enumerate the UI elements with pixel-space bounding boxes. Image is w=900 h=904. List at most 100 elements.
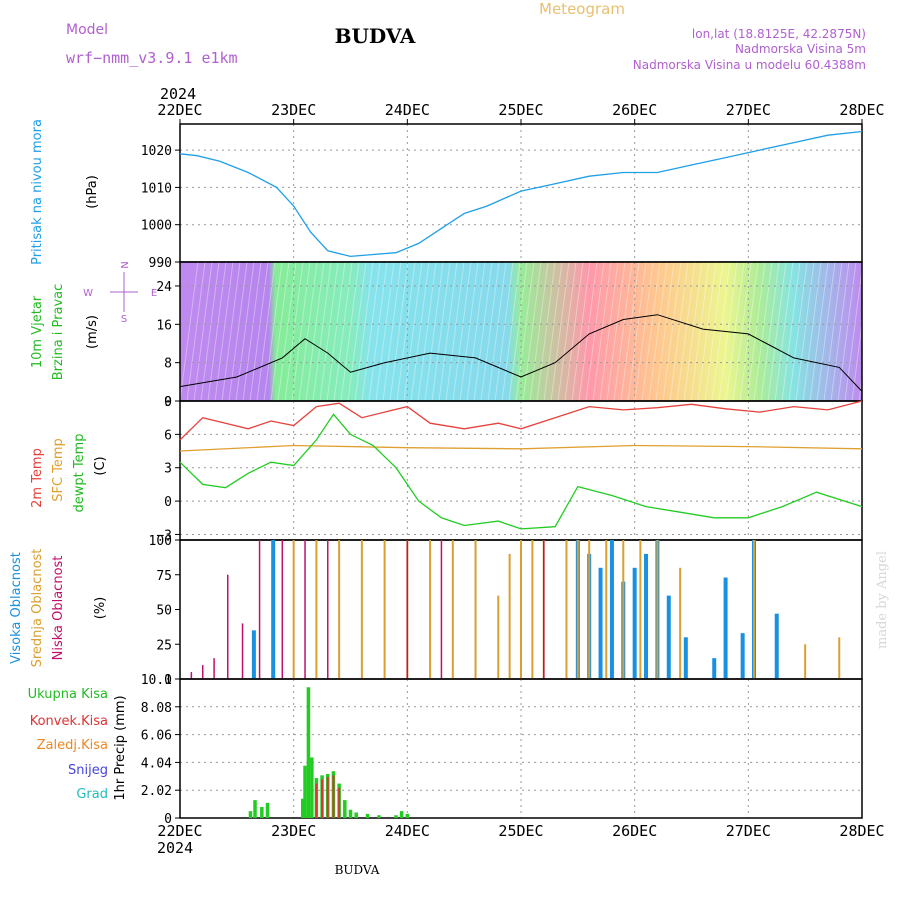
mid-cloud-label: Srednja Oblacnost — [30, 549, 45, 668]
wind-barb-hatch — [627, 261, 647, 402]
watermark: made by Angel — [875, 551, 890, 649]
wind-barb-hatch — [739, 261, 759, 402]
ukupna-kisa-bar — [248, 811, 253, 818]
wind-barb-hatch — [522, 261, 542, 402]
pressure-label: Pritisak na nivou mora — [30, 119, 45, 265]
srednja-oblacnost-bar — [605, 540, 608, 679]
konvek-kisa-bar — [326, 776, 329, 818]
niska-oblacnost-bar — [226, 574, 229, 679]
wind-barb-hatch — [424, 261, 444, 402]
wind-barb-hatch — [326, 261, 346, 402]
ukupna-kisa-bar — [253, 800, 257, 818]
wind-barb-hatch — [368, 261, 388, 402]
wind-barb-hatch — [179, 261, 199, 402]
srednja-oblacnost-bar — [804, 644, 807, 679]
wind-barb-hatch — [207, 261, 227, 402]
niska-oblacnost-bar — [406, 540, 409, 679]
ukupna-kisa-bar — [343, 800, 347, 818]
precip-legend-total: Ukupna Kisa — [28, 687, 108, 702]
wind-barb-hatch — [270, 261, 290, 402]
bottom-date-label: 23DEC — [271, 822, 316, 840]
wind-barb-hatch — [333, 261, 353, 402]
temperature-panel: −3 0 3 6 9 — [156, 395, 863, 543]
visoka-oblacnost-bar — [666, 595, 671, 679]
visoka-oblacnost-bar — [609, 540, 614, 679]
srednja-oblacnost-bar — [565, 540, 568, 679]
top-date-label: 28DEC — [839, 101, 884, 119]
wind-barb-hatch — [417, 261, 437, 402]
y-tick-label: 0 — [164, 812, 172, 827]
wind-barb-hatch — [655, 261, 675, 402]
srednja-oblacnost-bar — [753, 540, 756, 679]
wind-barb-hatch — [809, 261, 829, 402]
wind-barb-hatch — [214, 261, 234, 402]
wind-barb-hatch — [319, 261, 339, 402]
wind-barb-hatch — [823, 261, 843, 402]
y-tick-label: −3 — [156, 528, 172, 543]
srednja-oblacnost-bar — [315, 540, 318, 679]
srednja-oblacnost-bar — [520, 540, 522, 679]
niska-oblacnost-bar — [190, 672, 193, 679]
wind-barb-hatch — [249, 261, 269, 402]
dewpt-label: dewpt Temp — [72, 433, 87, 512]
footer-station: BUDVA — [335, 863, 380, 877]
ukupna-kisa-bar — [303, 765, 307, 818]
y-tick-label: 25 — [156, 638, 172, 653]
wind-barb-hatch — [438, 261, 458, 402]
srednja-oblacnost-bar — [497, 595, 500, 679]
y-tick-label: 75 — [156, 569, 172, 584]
niska-oblacnost-bar — [201, 665, 204, 679]
year-label-top: 2024 — [160, 85, 196, 103]
lonlat-label: lon,lat (18.8125E, 42.2875N) — [692, 27, 866, 41]
ukupna-kisa-bar — [306, 687, 311, 818]
wind-barb-hatch — [732, 261, 752, 402]
wind-barb-hatch — [445, 261, 465, 402]
niska-oblacnost-bar — [327, 540, 329, 679]
niska-oblacnost-bar — [258, 540, 261, 679]
y-tick-label: 8.08 — [141, 701, 172, 716]
srednja-oblacnost-bar — [508, 553, 511, 679]
bottom-date-label: 22DEC — [157, 822, 202, 840]
precipitation-frame — [179, 678, 863, 819]
wind-barb-hatch — [669, 261, 689, 402]
bottom-date-label: 24DEC — [385, 822, 430, 840]
wind-barb-hatch — [277, 261, 297, 402]
wind-barb-hatch — [375, 261, 395, 402]
wind-barb-hatch — [235, 261, 255, 402]
wind-label-2: Brzina i Pravac — [51, 284, 66, 381]
top-date-label: 22DEC — [157, 101, 202, 119]
wind-barb-hatch — [606, 261, 626, 402]
ukupna-kisa-bar — [377, 815, 381, 818]
precip-legend-conv: Konvek.Kisa — [30, 714, 108, 729]
y-tick-label: 1000 — [141, 219, 172, 234]
y-tick-label: 8 — [164, 357, 172, 372]
top-date-label: 24DEC — [385, 101, 430, 119]
bottom-date-label: 28DEC — [839, 822, 884, 840]
visoka-oblacnost-bar — [712, 658, 717, 679]
wind-barb-hatch — [536, 261, 556, 402]
wind-barb-hatch — [347, 261, 367, 402]
srednja-oblacnost-bar — [679, 567, 682, 679]
srednja-oblacnost-bar — [474, 540, 477, 679]
niska-oblacnost-bar — [213, 658, 215, 679]
meteogram-label: Meteogram — [539, 0, 625, 18]
wind-barb-hatch — [571, 261, 591, 402]
wind-barb-hatch — [816, 261, 836, 402]
srednja-oblacnost-bar — [292, 540, 295, 679]
wind-barb-hatch — [704, 261, 724, 402]
ukupna-kisa-bar — [394, 815, 398, 818]
wind-barb-hatch — [431, 261, 451, 402]
wind-barb-hatch — [473, 261, 493, 402]
bottom-date-labels: 22DEC 23DEC 24DEC 25DEC 26DEC 27DEC 28DEC — [157, 822, 884, 840]
wind-barbs-field — [180, 262, 862, 401]
y-tick-label: 3 — [164, 462, 172, 477]
wind-barb-hatch — [753, 261, 773, 402]
srednja-oblacnost-bar — [360, 540, 363, 679]
wind-barb-hatch — [263, 261, 283, 402]
ukupna-kisa-bar — [301, 798, 305, 818]
wind-barb-hatch — [557, 261, 577, 402]
wind-barb-hatch — [508, 261, 528, 402]
wind-barb-hatch — [361, 261, 381, 402]
wind-barb-hatch — [844, 261, 864, 402]
bottom-date-label: 26DEC — [612, 822, 657, 840]
